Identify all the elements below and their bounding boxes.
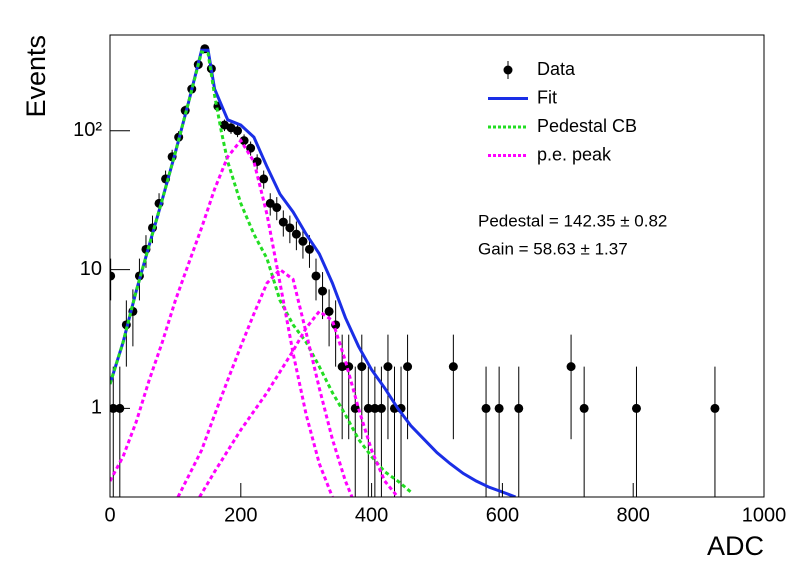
y-tick-label: 1 [91,397,102,419]
data-point [239,136,249,146]
data-point [318,286,328,296]
plot-area [110,44,720,497]
data-point [259,174,269,184]
y-tick-label: 10 [80,258,102,280]
legend-label: Fit [537,87,557,107]
data-point [350,403,360,413]
data-point [304,244,314,254]
data-point [265,198,275,208]
y-axis-label: Events [21,35,51,118]
data-point [710,403,720,413]
x-tick-label: 600 [486,504,519,526]
data-point [494,403,504,413]
data-point [376,403,386,413]
data-point [631,403,641,413]
legend-marker [503,65,513,75]
data-point [383,362,393,372]
data-point [110,271,116,281]
x-tick-label: 400 [355,504,388,526]
data-point [291,229,301,239]
y-tick-label: 10² [73,119,102,141]
data-point [514,403,524,413]
data-point [272,203,282,213]
fit-curve [110,48,517,497]
fit-curve [110,138,399,497]
data-point [363,403,373,413]
data-point [481,403,491,413]
data-point [566,362,576,372]
data-point [298,236,308,246]
data-point [579,403,589,413]
data-point [278,217,288,227]
data-point [311,271,321,281]
data-point [357,362,367,372]
data-point [448,362,458,372]
x-tick-label: 200 [224,504,257,526]
legend-label: Data [537,59,576,79]
legend-label: p.e. peak [537,144,612,164]
x-tick-label: 1000 [742,504,787,526]
x-tick-label: 800 [617,504,650,526]
data-point [370,403,380,413]
x-axis-label: ADC [707,531,764,561]
fit-curve [110,50,412,494]
data-point [233,126,243,136]
annotation: Pedestal = 142.35 ± 0.82 [478,211,667,230]
data-point [285,223,295,233]
legend-label: Pedestal CB [537,116,637,136]
data-point [337,362,347,372]
data-point [403,362,413,372]
annotation: Gain = 58.63 ± 1.37 [478,239,628,258]
frame [109,34,765,498]
data-point [324,306,334,316]
x-tick-label: 0 [104,504,115,526]
